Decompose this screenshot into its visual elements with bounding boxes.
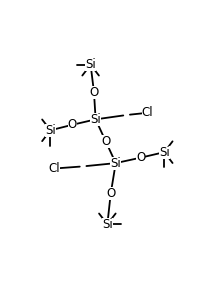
Text: Si: Si — [102, 218, 113, 231]
Text: Si: Si — [159, 146, 170, 159]
Text: Si: Si — [45, 124, 56, 137]
Text: O: O — [136, 151, 145, 164]
Text: O: O — [89, 85, 98, 99]
Text: Si: Si — [110, 156, 121, 170]
Text: Cl: Cl — [48, 162, 60, 175]
Text: O: O — [106, 187, 115, 200]
Text: Si: Si — [85, 58, 96, 71]
Text: O: O — [68, 118, 77, 131]
Text: O: O — [101, 135, 110, 148]
Text: Cl: Cl — [142, 106, 153, 119]
Text: Si: Si — [90, 113, 101, 126]
